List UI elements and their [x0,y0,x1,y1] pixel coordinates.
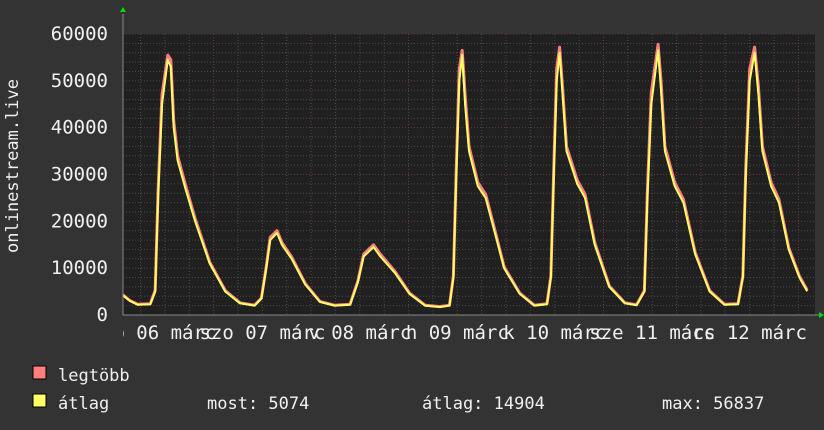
series-lines [122,42,809,309]
y-tick-labels: 0 10000 20000 30000 40000 50000 60000 [51,23,108,326]
x-tick-label: p 06 márc [113,322,216,344]
x-tick-label: szo 07 márc [199,322,325,344]
legend-label-avg: átlag [58,394,109,414]
legend: legtöbb átlag most: 5074 átlag: 14904 ma… [32,365,764,414]
x-tick-label: cs 12 márc [693,322,807,344]
y-tick-label: 30000 [51,164,108,186]
y-tick-label: 40000 [51,117,108,139]
legend-swatch-avg [32,393,47,408]
y-tick-label: 60000 [51,23,108,45]
series-line-avg [122,49,809,308]
y-tick-label: 50000 [51,70,108,92]
y-axis-label: onlinestream.live [3,79,23,253]
stat-max: max: 56837 [662,394,764,414]
x-tick-label: sze 11 márc [589,322,715,344]
axes [120,7,824,318]
y-tick-label: 20000 [51,210,108,232]
x-tick-label: h 09 márc [406,322,509,344]
x-tick-label: k 10 márc [503,322,606,344]
y-tick-label: 0 [97,304,108,326]
legend-label-max: legtöbb [58,366,130,386]
x-tick-label: v 08 márc [308,322,411,344]
legend-swatch-max [32,365,47,380]
grid [123,33,815,316]
y-axis-arrow-icon [120,7,126,12]
stat-now: most: 5074 [207,394,309,414]
x-axis-arrow-icon [819,312,824,318]
stat-avg: átlag: 14904 [422,394,545,414]
y-tick-label: 10000 [51,257,108,279]
